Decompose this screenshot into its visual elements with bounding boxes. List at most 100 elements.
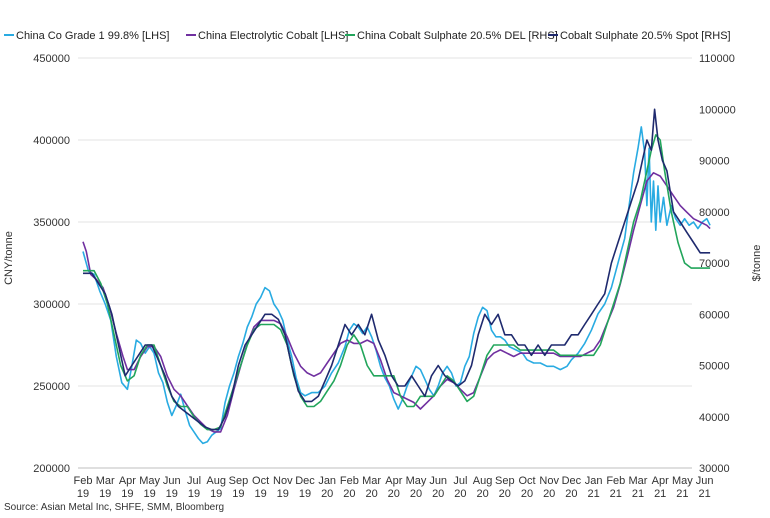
legend-entry: China Co Grade 1 99.8% [LHS] xyxy=(16,30,169,42)
x-tick-month: Jul xyxy=(187,475,201,487)
right-axis-title: $/tonne xyxy=(751,245,763,282)
left-tick-label: 450000 xyxy=(33,53,70,65)
x-tick-label: Oct 20 xyxy=(518,475,535,500)
right-tick-label: 40000 xyxy=(699,412,730,424)
right-tick-label: 100000 xyxy=(699,104,736,116)
x-tick-month: Jul xyxy=(453,475,467,487)
left-axis-title: CNY/tonne xyxy=(3,231,15,285)
x-tick-year: 20 xyxy=(476,488,488,500)
x-tick-month: Mar xyxy=(629,475,648,487)
x-tick-year: 20 xyxy=(432,488,444,500)
x-tick-month: Mar xyxy=(362,475,381,487)
x-tick-label: Nov 20 xyxy=(539,475,559,500)
x-tick-month: Nov xyxy=(539,475,559,487)
x-tick-month: Dec xyxy=(295,475,315,487)
x-tick-label: Nov 19 xyxy=(273,475,293,500)
right-tick-label: 50000 xyxy=(699,361,730,373)
x-tick-month: Aug xyxy=(473,475,493,487)
chart-series xyxy=(82,108,711,445)
x-tick-month: Feb xyxy=(74,475,93,487)
x-tick-label: Jun 20 xyxy=(429,475,447,500)
x-tick-year: 20 xyxy=(543,488,555,500)
chart-gridlines xyxy=(78,57,692,469)
right-tick-label: 110000 xyxy=(699,53,735,65)
x-tick-year: 21 xyxy=(587,488,599,500)
x-tick-label: Mar 20 xyxy=(362,475,381,500)
x-tick-label: Sep 19 xyxy=(229,475,249,500)
x-tick-label: Dec 20 xyxy=(562,475,582,500)
right-tick-label: 80000 xyxy=(699,207,730,219)
right-tick-label: 70000 xyxy=(699,258,730,270)
x-tick-label: Oct 19 xyxy=(252,475,269,500)
x-tick-month: Jan xyxy=(318,475,336,487)
chart-legend: China Co Grade 1 99.8% [LHS] China Electr… xyxy=(4,30,731,42)
x-tick-month: May xyxy=(672,475,693,487)
x-tick-year: 20 xyxy=(521,488,533,500)
x-tick-year: 20 xyxy=(365,488,377,500)
right-axis: 30000 40000 50000 60000 70000 80000 90000 10000… xyxy=(699,53,736,475)
left-tick-label: 200000 xyxy=(33,463,70,475)
x-tick-year: 20 xyxy=(454,488,466,500)
x-tick-month: May xyxy=(139,475,160,487)
x-tick-label: Feb 20 xyxy=(340,475,359,500)
left-tick-label: 300000 xyxy=(33,299,70,311)
legend-entry: China Electrolytic Cobalt [LHS] xyxy=(198,30,348,42)
x-tick-label: May 19 xyxy=(139,475,160,500)
x-tick-month: Apr xyxy=(652,475,669,487)
source-note: Source: Asian Metal Inc, SHFE, SMM, Bloo… xyxy=(4,502,224,513)
x-tick-year: 20 xyxy=(565,488,577,500)
legend-entry: Cobalt Sulphate 20.5% Spot [RHS] xyxy=(560,30,731,42)
series-line-4 xyxy=(83,108,711,431)
right-tick-label: 60000 xyxy=(699,309,730,321)
x-tick-year: 20 xyxy=(343,488,355,500)
x-tick-year: 19 xyxy=(166,488,178,500)
x-tick-label: Apr 20 xyxy=(385,475,402,500)
x-tick-month: Oct xyxy=(252,475,269,487)
x-tick-year: 19 xyxy=(77,488,89,500)
x-tick-month: Mar xyxy=(96,475,115,487)
x-tick-year: 21 xyxy=(698,488,710,500)
series-line-2 xyxy=(82,172,711,433)
x-tick-year: 21 xyxy=(654,488,666,500)
x-tick-month: Jun xyxy=(163,475,181,487)
x-tick-label: Apr 19 xyxy=(119,475,136,500)
x-tick-year: 20 xyxy=(388,488,400,500)
x-tick-year: 19 xyxy=(277,488,289,500)
x-tick-label: Jun 19 xyxy=(163,475,181,500)
x-tick-month: Feb xyxy=(606,475,625,487)
x-tick-label: Jul 19 xyxy=(187,475,201,500)
x-tick-year: 21 xyxy=(632,488,644,500)
x-tick-year: 20 xyxy=(410,488,422,500)
x-tick-label: Apr 21 xyxy=(652,475,669,500)
x-tick-year: 21 xyxy=(610,488,622,500)
x-tick-label: Aug 19 xyxy=(206,475,226,500)
x-tick-month: Jan xyxy=(585,475,603,487)
right-tick-label: 90000 xyxy=(699,156,730,168)
x-tick-label: Mar 21 xyxy=(629,475,648,500)
x-tick-label: Aug 20 xyxy=(473,475,493,500)
x-tick-month: Jun xyxy=(429,475,447,487)
x-tick-month: Sep xyxy=(229,475,249,487)
x-tick-month: Dec xyxy=(562,475,582,487)
x-tick-month: Nov xyxy=(273,475,293,487)
x-tick-label: Jan 21 xyxy=(585,475,603,500)
x-tick-year: 19 xyxy=(99,488,111,500)
x-tick-month: Feb xyxy=(340,475,359,487)
x-tick-label: Feb 19 xyxy=(74,475,93,500)
x-tick-month: Apr xyxy=(385,475,402,487)
x-tick-month: Apr xyxy=(119,475,136,487)
x-tick-year: 20 xyxy=(499,488,511,500)
right-tick-label: 30000 xyxy=(699,463,730,475)
x-tick-month: May xyxy=(406,475,427,487)
x-tick-year: 19 xyxy=(210,488,222,500)
x-tick-year: 19 xyxy=(121,488,133,500)
x-tick-label: Jan 20 xyxy=(318,475,336,500)
x-tick-year: 19 xyxy=(143,488,155,500)
x-tick-label: Sep 20 xyxy=(495,475,515,500)
x-tick-year: 20 xyxy=(321,488,333,500)
left-tick-label: 350000 xyxy=(33,217,70,229)
x-tick-label: May 20 xyxy=(406,475,427,500)
left-tick-label: 250000 xyxy=(33,381,70,393)
x-tick-label: Jul 20 xyxy=(453,475,467,500)
series-line-3 xyxy=(83,134,711,431)
